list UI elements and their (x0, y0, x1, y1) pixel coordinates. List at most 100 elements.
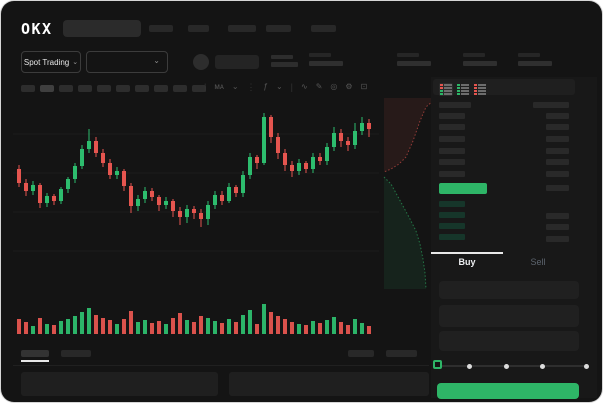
ask-row-amount[interactable] (546, 124, 569, 130)
ask-row-price[interactable] (439, 148, 465, 154)
ma-indicator-icon[interactable]: ᴍᴀ (214, 82, 224, 91)
timeframe-button[interactable] (116, 85, 130, 92)
timeframe-button[interactable] (40, 85, 54, 92)
nav-item-placeholder[interactable] (149, 25, 173, 32)
bid-row-amount[interactable] (546, 213, 569, 219)
bottom-action-placeholder[interactable] (386, 350, 417, 357)
price-field[interactable] (439, 281, 579, 299)
bid-row-price[interactable] (439, 234, 465, 240)
ticker-group (309, 53, 343, 66)
orders-table-placeholder (229, 372, 429, 396)
slider-step-dot[interactable] (503, 363, 509, 369)
timeframe-button[interactable] (97, 85, 111, 92)
fullscreen-icon[interactable]: ⊡ (360, 82, 368, 91)
orderbook-header-price (439, 102, 471, 108)
volume-bars (17, 304, 371, 334)
depth-chart[interactable] (383, 98, 434, 290)
bottom-tab-placeholder[interactable] (61, 350, 91, 357)
ask-row-price[interactable] (439, 171, 465, 177)
ticker-value-placeholder (463, 61, 497, 66)
change-placeholder (271, 62, 298, 67)
timeframe-button[interactable] (192, 85, 206, 92)
nav-item-placeholder[interactable] (228, 25, 256, 32)
ask-row-amount[interactable] (546, 171, 569, 177)
ask-row-amount[interactable] (546, 148, 569, 154)
chevron-down-icon: ⌄ (72, 58, 79, 66)
ask-row-amount[interactable] (546, 159, 569, 165)
divider: | (290, 81, 294, 92)
divider (13, 365, 429, 366)
ticker-value-placeholder (309, 61, 343, 66)
line-style-icon[interactable]: ∿ (301, 82, 308, 91)
chevron-down-icon[interactable]: ⌄ (275, 82, 283, 91)
ask-row-price[interactable] (439, 159, 465, 165)
amount-slider-handle[interactable] (433, 360, 442, 369)
nav-item-placeholder[interactable] (311, 25, 336, 32)
book-bids-icon[interactable] (456, 83, 470, 96)
slider-step-dot[interactable] (466, 363, 472, 369)
total-field[interactable] (439, 331, 579, 351)
timeframe-button[interactable] (21, 85, 35, 92)
last-price-indicator[interactable] (439, 183, 487, 194)
nav-item-placeholder[interactable] (266, 25, 291, 32)
search-input[interactable] (63, 20, 141, 37)
ticker-label-placeholder (463, 53, 485, 57)
coin-icon (193, 54, 209, 70)
camera-icon[interactable]: ◎ (330, 82, 338, 91)
ticker-label-placeholder (309, 53, 331, 57)
ask-row-price[interactable] (439, 124, 465, 130)
interval-icon[interactable]: ƒ (263, 82, 268, 91)
bid-row-amount[interactable] (546, 236, 569, 242)
slider-step-dot[interactable] (539, 363, 545, 369)
settings-icon[interactable]: ⚙ (345, 82, 353, 91)
buy-submit-button[interactable] (437, 383, 579, 399)
ticker-group (397, 53, 431, 66)
ask-row-amount[interactable] (546, 136, 569, 142)
orderbook-toolbar (433, 79, 575, 96)
market-type-dropdown[interactable]: Spot Trading ⌄ (21, 51, 81, 73)
ticker-value-placeholder (397, 61, 431, 66)
ticker-group (518, 53, 552, 66)
divider: ⋮ (246, 81, 256, 92)
timeframe-button[interactable] (173, 85, 187, 92)
timeframe-button[interactable] (135, 85, 149, 92)
tab-sell[interactable]: Sell (530, 257, 546, 267)
ask-row-amount[interactable] (546, 113, 569, 119)
book-both-icon[interactable] (439, 83, 453, 96)
okx-logo: OKX (21, 20, 53, 38)
timeframe-button[interactable] (59, 85, 73, 92)
bid-row-price[interactable] (439, 212, 465, 218)
book-asks-icon[interactable] (473, 83, 487, 96)
timeframe-selector (21, 85, 206, 92)
tab-buy[interactable]: Buy (458, 257, 476, 267)
chevron-down-icon: ⌄ (153, 56, 160, 65)
ticker-group (463, 53, 497, 66)
timeframe-button[interactable] (78, 85, 92, 92)
order-book-panel: Buy Sell (431, 77, 597, 399)
bottom-action-placeholder[interactable] (348, 350, 374, 357)
ask-row-amount[interactable] (546, 185, 569, 191)
amount-field[interactable] (439, 305, 579, 327)
pair-dropdown[interactable]: ⌄ (86, 51, 168, 73)
bottom-active-tab-underline (21, 360, 49, 362)
bid-row-amount[interactable] (546, 224, 569, 230)
ask-row-price[interactable] (439, 113, 465, 119)
bid-row-price[interactable] (439, 201, 465, 207)
bottom-tab-placeholder[interactable] (21, 350, 49, 357)
ticker-value-placeholder (518, 61, 552, 66)
amount-slider-track[interactable] (441, 365, 587, 367)
divider: | (204, 81, 207, 92)
candles (17, 113, 371, 227)
nav-item-placeholder[interactable] (188, 25, 209, 32)
bid-row-price[interactable] (439, 223, 465, 229)
ticker-label-placeholder (397, 53, 419, 57)
ask-row-price[interactable] (439, 136, 465, 142)
timeframe-button[interactable] (154, 85, 168, 92)
slider-step-dot[interactable] (583, 363, 589, 369)
draw-icon[interactable]: ✎ (315, 82, 323, 91)
chevron-down-icon[interactable]: ⌄ (231, 82, 239, 91)
orders-table-placeholder (21, 372, 218, 396)
active-tab-indicator (431, 252, 503, 254)
